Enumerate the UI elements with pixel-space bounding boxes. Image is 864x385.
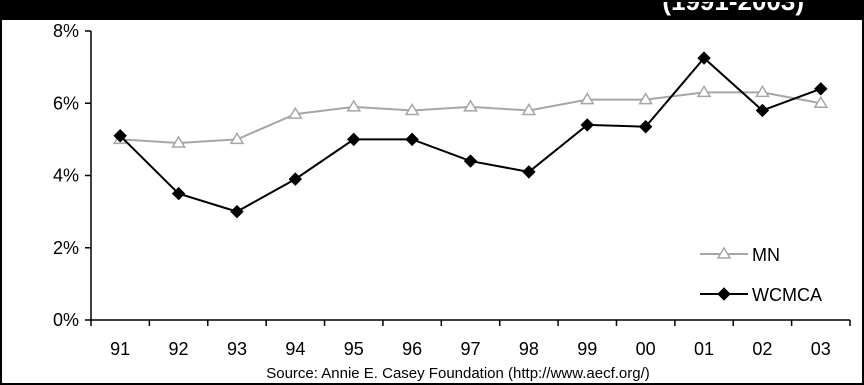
x-tick-label: 95 <box>344 339 364 359</box>
series-layer <box>112 51 829 219</box>
data-point-wcmca <box>580 118 594 132</box>
x-tick-label: 93 <box>227 339 247 359</box>
x-tick-label: 03 <box>811 339 831 359</box>
data-point-mn <box>696 84 712 98</box>
data-point-wcmca <box>755 103 770 118</box>
data-point-wcmca <box>171 186 186 201</box>
data-point-mn <box>288 106 303 119</box>
data-point-wcmca <box>230 204 244 219</box>
x-tick-label: 00 <box>636 339 656 359</box>
series-line-wcmca <box>119 56 822 213</box>
axes: 0% 2% 4% 6% 8% 91 92 93 94 95 96 97 98 99 00 01 02 03 <box>53 21 851 359</box>
x-tick-label: 97 <box>460 339 480 359</box>
chart-title-fragment: (1991-2003) <box>662 0 804 16</box>
source-note: Source: Annie E. Casey Foundation (http:… <box>266 365 650 382</box>
x-tick-label: 99 <box>577 339 597 359</box>
data-point-wcmca <box>347 132 361 147</box>
data-point-wcmca <box>697 51 711 65</box>
data-point-wcmca <box>638 120 653 134</box>
data-point-mn <box>813 95 829 108</box>
legend-mn-marker <box>716 246 732 259</box>
data-point-mn <box>638 92 653 105</box>
y-tick-label: 8% <box>53 21 79 41</box>
x-tick-label: 02 <box>752 339 772 359</box>
data-point-wcmca <box>405 132 419 147</box>
data-point-mn <box>346 99 362 112</box>
data-point-mn <box>521 103 537 116</box>
legend: MN WCMCA <box>700 245 822 305</box>
data-point-mn <box>579 92 595 105</box>
data-point-mn <box>463 99 478 112</box>
y-tick-label: 0% <box>53 310 79 330</box>
data-point-wcmca <box>814 82 828 96</box>
data-point-wcmca <box>522 165 536 179</box>
y-tick-label: 2% <box>53 238 79 258</box>
title-bar: (1991-2003) <box>0 0 864 20</box>
legend-wcmca-marker <box>717 287 731 301</box>
y-tick-label: 6% <box>53 93 79 113</box>
x-tick-label: 98 <box>519 339 539 359</box>
x-tick-label: 01 <box>694 339 714 359</box>
data-point-mn <box>404 103 420 116</box>
legend-mn-label: MN <box>752 245 780 265</box>
y-tick-label: 4% <box>53 166 79 186</box>
x-tick-label: 94 <box>285 339 305 359</box>
data-point-mn <box>171 135 186 148</box>
legend-wcmca-label: WCMCA <box>752 285 822 305</box>
x-tick-label: 96 <box>402 339 422 359</box>
data-point-wcmca <box>463 154 478 168</box>
data-point-wcmca <box>113 129 127 143</box>
x-tick-label: 92 <box>169 339 189 359</box>
x-tick-label: 91 <box>110 339 130 359</box>
data-point-mn <box>229 131 245 145</box>
data-point-wcmca <box>288 172 303 186</box>
data-point-mn <box>755 84 770 98</box>
